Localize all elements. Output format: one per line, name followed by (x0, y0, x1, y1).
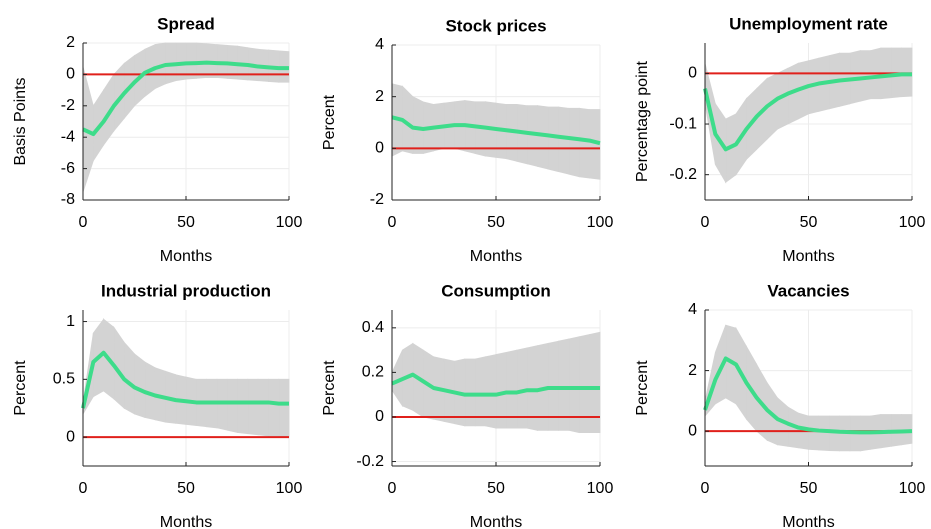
confidence-band (568, 107, 580, 178)
panel: -8 -6 -4 -2 0 2 0 50 100 Months Basis Points Spread (12, 14, 302, 265)
x-tick-label: 0 (388, 214, 397, 231)
median-line (391, 115, 601, 146)
y-tick-label: 0 (375, 408, 384, 425)
confidence-band (267, 378, 280, 437)
x-tick-label: 0 (79, 480, 88, 497)
confidence-band (216, 378, 228, 431)
x-tick-label: 50 (177, 480, 195, 497)
y-tick-label: -8 (61, 191, 75, 208)
confidence-band (226, 378, 238, 433)
y-tick-label: -2 (370, 191, 384, 208)
panel-title: Vacancies (767, 281, 849, 300)
y-tick-label: 2 (66, 34, 75, 51)
confidence-band (568, 336, 580, 434)
confidence-band (526, 105, 538, 167)
confidence-band (589, 331, 601, 433)
x-tick-label: 0 (701, 214, 710, 231)
median-line (703, 72, 912, 152)
confidence-band (578, 107, 590, 179)
y-tick-label: -0.2 (356, 453, 384, 470)
x-tick-label: 0 (701, 480, 710, 497)
median-line (81, 350, 289, 409)
confidence-band (206, 43, 218, 78)
confidence-band (474, 356, 487, 427)
median-line (391, 372, 600, 397)
x-tick-label: 50 (800, 214, 818, 231)
confidence-band (278, 378, 290, 438)
median-line (703, 356, 913, 435)
confidence-band (818, 415, 830, 451)
panel-title: Consumption (441, 281, 551, 300)
y-tick-label: 0 (688, 65, 697, 82)
x-tick-label: 0 (388, 480, 397, 497)
y-tick-label: 0 (375, 140, 384, 157)
y-axis-label: Percent (321, 360, 338, 416)
panel: 0 2 4 0 50 100 Months Percent Vacancies (634, 281, 925, 529)
y-tick-label: -2 (61, 97, 75, 114)
y-axis-label: Percent (634, 360, 651, 416)
y-tick-label: 4 (375, 36, 384, 53)
x-axis-label: Months (160, 248, 212, 265)
panel: -0.2 -0.1 0 0 50 100 Months Percentage point Une… (634, 14, 925, 265)
confidence-band (195, 42, 208, 79)
y-axis-label: Basis Points (12, 77, 29, 165)
median-line (82, 60, 289, 137)
y-tick-label: -4 (61, 128, 75, 145)
y-axis-label: Percent (321, 94, 338, 150)
confidence-band (547, 106, 559, 173)
panel-title: Stock prices (445, 16, 546, 35)
y-tick-label: -0.2 (669, 166, 697, 183)
x-tick-label: 50 (487, 480, 505, 497)
x-axis-label: Months (470, 514, 522, 529)
x-tick-label: 50 (177, 214, 195, 231)
panel-title: Spread (157, 14, 215, 33)
confidence-band (537, 105, 549, 170)
confidence-band (589, 109, 601, 180)
y-tick-label: 2 (375, 88, 384, 105)
x-tick-label: 100 (276, 480, 303, 497)
x-tick-label: 50 (487, 214, 505, 231)
x-tick-label: 100 (587, 214, 614, 231)
y-tick-label: 4 (688, 301, 697, 318)
confidence-band (808, 415, 820, 451)
panel: 0 0.5 1 0 50 100 Months Percent Industrial produ… (12, 281, 302, 529)
confidence-band (134, 353, 146, 419)
panel: -0.200.20.40 50 100MonthsPercentConsumptio… (321, 281, 613, 529)
x-axis-label: Months (160, 514, 212, 529)
y-axis-label: Percent (12, 360, 29, 416)
y-tick-label: 0.5 (53, 371, 75, 388)
x-axis-label: Months (782, 514, 834, 529)
x-tick-label: 50 (800, 480, 818, 497)
y-tick-label: 0 (688, 422, 697, 439)
y-tick-label: 0 (66, 428, 75, 445)
confidence-band (247, 378, 259, 436)
x-tick-label: 0 (79, 214, 88, 231)
x-tick-label: 100 (587, 480, 614, 497)
y-tick-label: -0.1 (669, 115, 697, 132)
x-axis-label: Months (470, 248, 522, 265)
confidence-band (257, 378, 269, 437)
y-tick-label: 0 (66, 66, 75, 83)
confidence-band (412, 96, 424, 154)
confidence-band (901, 47, 913, 98)
y-tick-label: 1 (66, 313, 75, 330)
x-axis-label: Months (782, 248, 834, 265)
confidence-band (237, 378, 249, 435)
confidence-band (558, 106, 570, 175)
y-tick-label: 0.4 (362, 319, 384, 336)
y-tick-label: 0.2 (362, 364, 384, 381)
x-tick-label: 100 (276, 214, 303, 231)
panel-title: Industrial production (101, 281, 271, 300)
panel-title: Unemployment rate (729, 14, 888, 33)
y-tick-label: -6 (61, 160, 75, 177)
y-axis-label: Percentage point (634, 60, 651, 182)
confidence-band (464, 358, 476, 427)
x-tick-label: 100 (899, 214, 926, 231)
y-tick-label: 2 (688, 362, 697, 379)
x-tick-label: 100 (899, 480, 926, 497)
